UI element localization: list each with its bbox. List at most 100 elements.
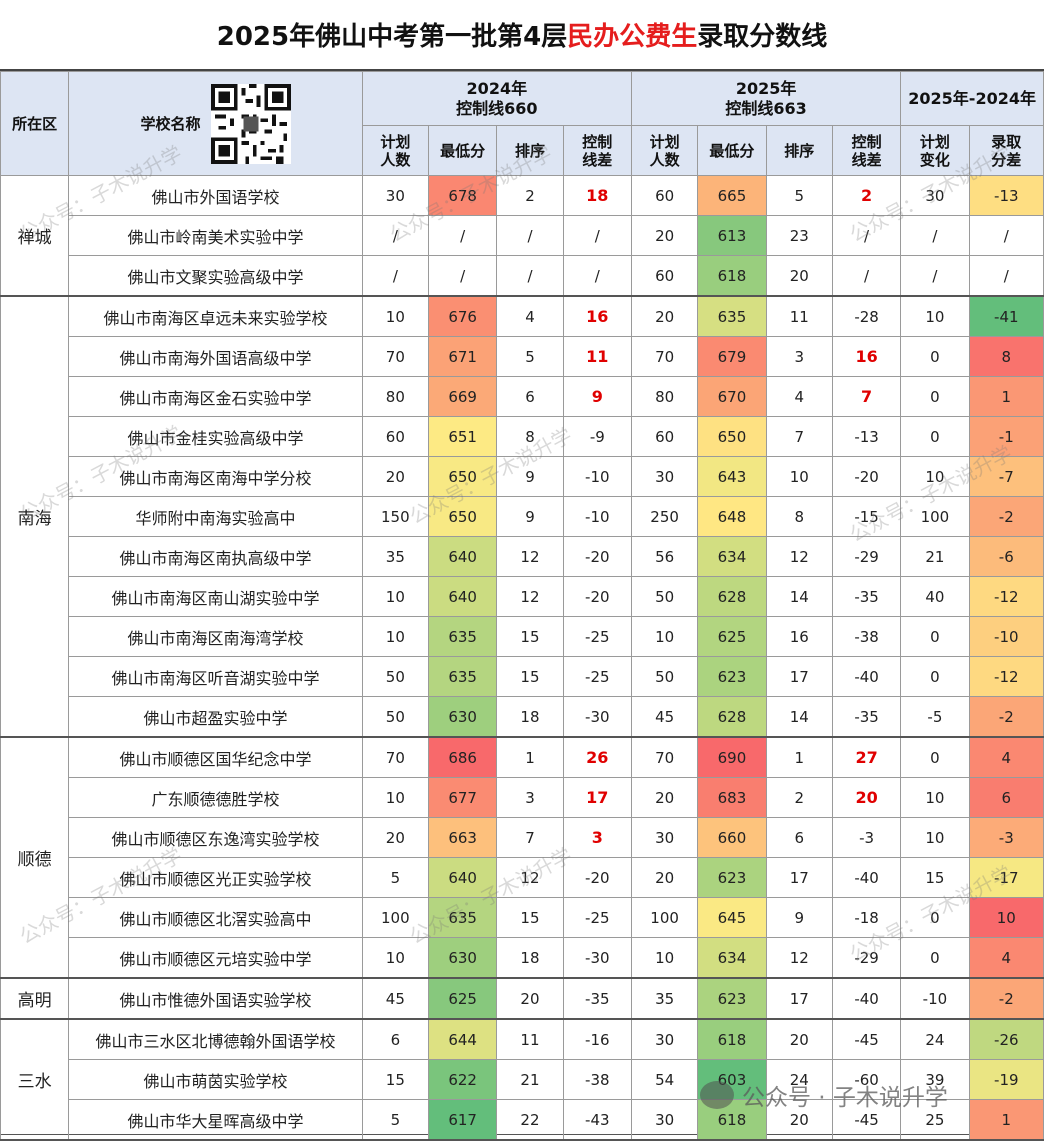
control-diff-2024-cell: -38 (562, 1059, 632, 1100)
table-row: 佛山市南海区南海中学分校 20 650 9 -10 30 643 10 -20 10 -7 (1, 456, 1045, 497)
score-diff-cell: / (968, 215, 1045, 256)
control-diff-2025-cell: -45 (831, 1018, 902, 1060)
min-score-2024-cell: 625 (427, 977, 498, 1020)
header-2025-line2: 控制线663 (725, 98, 807, 118)
plan-change-cell: 10 (900, 777, 970, 818)
header-ctrl2025-l2: 线差 (851, 150, 882, 169)
min-score-2024-cell: 650 (427, 456, 498, 497)
school-name-cell: 佛山市三水区北博德翰外国语学校 (68, 1018, 363, 1060)
min-score-2024-cell: 630 (427, 696, 498, 738)
plan-2025-cell: 35 (630, 977, 699, 1020)
plan-change-cell: 0 (900, 897, 970, 938)
rank-2025-cell: 1 (765, 736, 833, 778)
rank-2024-cell: 9 (496, 456, 564, 497)
plan-change-cell: 30 (900, 175, 970, 216)
rank-2025-cell: 12 (765, 937, 833, 979)
table-row: 禅城 佛山市外国语学校 30 678 2 18 60 665 5 2 30 -13 (0, 175, 1045, 297)
plan-change-cell: 21 (900, 536, 970, 577)
min-score-2025-cell: 665 (697, 175, 767, 216)
table-row: 佛山市岭南美术实验中学 / / //20 613 23// / (1, 215, 1045, 256)
header-plan2025: 计划 人数 (630, 125, 699, 176)
plan-2024-cell: 35 (361, 536, 430, 577)
score-diff-cell: -19 (968, 1059, 1045, 1100)
plan-change-cell: 0 (900, 336, 970, 377)
school-name-cell: 佛山市萌茵实验学校 (68, 1059, 363, 1100)
rank-2025-cell: 2 (765, 777, 833, 818)
score-diff-cell: -3 (968, 817, 1045, 858)
control-diff-2024-cell: -35 (562, 977, 632, 1020)
table-row: 顺德 佛山市顺德区国华纪念中学 70 686 1 26 70 690 1 27 0 4 (0, 736, 1045, 979)
school-name-cell: 佛山市南海外国语高级中学 (68, 336, 363, 377)
min-score-2024-cell: 651 (427, 416, 498, 457)
control-diff-2025-cell: -29 (831, 937, 902, 979)
plan-2024-cell: 70 (361, 336, 430, 377)
header-plan-change-l1: 计划 (919, 132, 950, 151)
district-cell: 禅城 (0, 175, 70, 297)
min-score-2024-cell: / (427, 255, 498, 297)
score-diff-cell: -2 (968, 496, 1045, 537)
min-score-2025-cell: 650 (697, 416, 767, 457)
min-score-2025-cell: 625 (697, 616, 767, 657)
table-row: 佛山市文聚实验高级中学 / / //60 618 20// / (1, 255, 1045, 297)
control-diff-2024-cell: -25 (562, 656, 632, 697)
plan-2025-cell: 250 (630, 496, 699, 537)
plan-2024-cell: / (361, 215, 430, 256)
plan-2024-cell: 10 (361, 616, 430, 657)
header-min2024: 最低分 (427, 125, 498, 176)
min-score-2025-cell: 634 (697, 536, 767, 577)
min-score-2025-cell: 690 (697, 736, 767, 778)
score-diff-cell: 10 (968, 897, 1045, 938)
min-score-2024-cell: 663 (427, 817, 498, 858)
control-diff-2024-cell: -30 (562, 937, 632, 979)
score-table: 所在区 学校名称 (0, 71, 1045, 1141)
score-diff-cell: -6 (968, 536, 1045, 577)
plan-2025-cell: 60 (630, 416, 699, 457)
control-diff-2025-cell: 20 (831, 777, 902, 818)
rank-2024-cell: 7 (496, 817, 564, 858)
plan-2024-cell: 80 (361, 376, 430, 417)
plan-2025-cell: 54 (630, 1059, 699, 1100)
control-diff-2024-cell: -43 (562, 1099, 632, 1141)
plan-change-cell: 0 (900, 937, 970, 979)
header-school: 学校名称 (68, 71, 363, 176)
plan-2025-cell: 45 (630, 696, 699, 738)
plan-2025-cell: 56 (630, 536, 699, 577)
min-score-2024-cell: 678 (427, 175, 498, 216)
control-diff-2024-cell: 3 (562, 817, 632, 858)
rank-2025-cell: 20 (765, 1018, 833, 1060)
table-row: 南海 佛山市南海区卓远未来实验学校 10 676 4 16 20 635 11 -28 10 -41 (0, 295, 1045, 738)
score-diff-cell: -2 (968, 977, 1045, 1020)
score-diff-cell: 1 (968, 376, 1045, 417)
rank-2024-cell: 12 (496, 576, 564, 617)
control-diff-2024-cell: -20 (562, 857, 632, 898)
min-score-2024-cell: 671 (427, 336, 498, 377)
plan-change-cell: 10 (900, 295, 970, 337)
plan-2024-cell: / (361, 255, 430, 297)
rank-2025-cell: 23 (765, 215, 833, 256)
plan-change-cell: 0 (900, 376, 970, 417)
plan-2025-cell: 10 (630, 616, 699, 657)
table-row: 三水 佛山市三水区北博德翰外国语学校 6 644 11 -16 30 618 20 -45 24 -2… (0, 1018, 1045, 1141)
table-row: 佛山市南海区听音湖实验中学 50 635 15 -25 50 623 17 -40 0 -12 (1, 656, 1045, 697)
rank-2025-cell: 12 (765, 536, 833, 577)
plan-change-cell: -5 (900, 696, 970, 738)
page-title: 2025年佛山中考第一批第4层 民办公费生 录取分数线 (0, 0, 1044, 71)
table-row: 佛山市华大星晖高级中学 5 617 22 -43 30 618 20 -45 25 1 (1, 1099, 1045, 1141)
rank-2025-cell: 6 (765, 817, 833, 858)
min-score-2024-cell: / (427, 215, 498, 256)
min-score-2024-cell: 677 (427, 777, 498, 818)
plan-change-cell: -10 (900, 977, 970, 1020)
control-diff-2024-cell: 17 (562, 777, 632, 818)
rank-2024-cell: 9 (496, 496, 564, 537)
control-diff-2025-cell: -40 (831, 656, 902, 697)
plan-2024-cell: 50 (361, 696, 430, 738)
table-row: 佛山市顺德区北滘实验高中 100 635 15 -25 100 645 9 -18 0 10 (1, 897, 1045, 938)
plan-2025-cell: 60 (630, 175, 699, 216)
rank-2024-cell: 8 (496, 416, 564, 457)
header-plan2025-l2: 人数 (649, 150, 680, 169)
control-diff-2025-cell: / (831, 215, 902, 256)
rank-2025-cell: 4 (765, 376, 833, 417)
score-table-body: 禅城 佛山市外国语学校 30 678 2 18 60 665 5 2 30 -13 佛山市岭南美术实验中… (0, 175, 1045, 1141)
table-row: 佛山市南海区南山湖实验中学 10 640 12 -20 50 628 14 -35 40 -12 (1, 576, 1045, 617)
qr-code-icon (210, 83, 291, 164)
